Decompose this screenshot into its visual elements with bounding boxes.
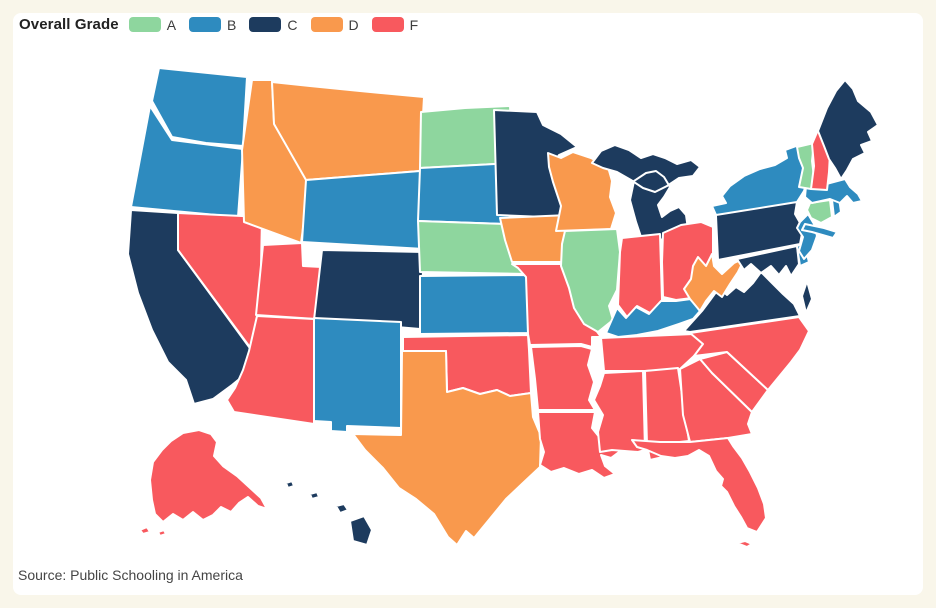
state-mississippi[interactable] bbox=[593, 370, 646, 453]
source-attribution: Source: Public Schooling in America bbox=[18, 567, 243, 583]
legend-item-d: D bbox=[310, 16, 359, 33]
state-utah[interactable] bbox=[255, 242, 323, 320]
state-arkansas[interactable] bbox=[530, 345, 596, 411]
state-west-virginia[interactable] bbox=[683, 253, 746, 312]
legend-swatch-a-icon bbox=[128, 17, 161, 32]
legend-item-c: C bbox=[249, 16, 298, 33]
legend-label-f: F bbox=[409, 16, 419, 33]
state-wyoming[interactable] bbox=[301, 170, 425, 250]
legend-swatch-d-icon bbox=[310, 17, 343, 32]
legend-label-b: B bbox=[227, 16, 237, 33]
legend: Overall Grade A B C D F bbox=[19, 16, 431, 33]
legend-item-b: B bbox=[189, 17, 236, 33]
state-alaska[interactable] bbox=[139, 429, 268, 537]
state-florida[interactable] bbox=[631, 437, 767, 548]
state-kansas[interactable] bbox=[419, 274, 533, 335]
legend-swatch-c-icon bbox=[249, 17, 282, 32]
legend-item-f: F bbox=[371, 16, 419, 33]
state-michigan[interactable] bbox=[591, 144, 701, 241]
state-wisconsin[interactable] bbox=[547, 151, 617, 232]
legend-swatch-b-icon bbox=[189, 17, 222, 32]
legend-swatch-f-icon bbox=[371, 17, 404, 32]
state-colorado[interactable] bbox=[313, 249, 425, 330]
state-massachusetts[interactable] bbox=[804, 178, 863, 204]
state-virginia[interactable] bbox=[683, 271, 813, 333]
state-texas[interactable] bbox=[352, 350, 542, 546]
legend-label-a: A bbox=[166, 16, 177, 33]
legend-title: Overall Grade bbox=[19, 16, 119, 33]
state-oregon[interactable] bbox=[130, 105, 244, 218]
legend-label-c: C bbox=[287, 16, 298, 33]
state-indiana[interactable] bbox=[617, 233, 663, 318]
legend-item-a: A bbox=[128, 16, 177, 33]
states-group bbox=[127, 67, 879, 548]
legend-label-d: D bbox=[348, 16, 359, 33]
state-hawaii[interactable] bbox=[285, 480, 373, 546]
state-maine[interactable] bbox=[817, 79, 879, 180]
state-new-mexico[interactable] bbox=[313, 317, 402, 433]
state-north-carolina[interactable] bbox=[689, 316, 810, 391]
